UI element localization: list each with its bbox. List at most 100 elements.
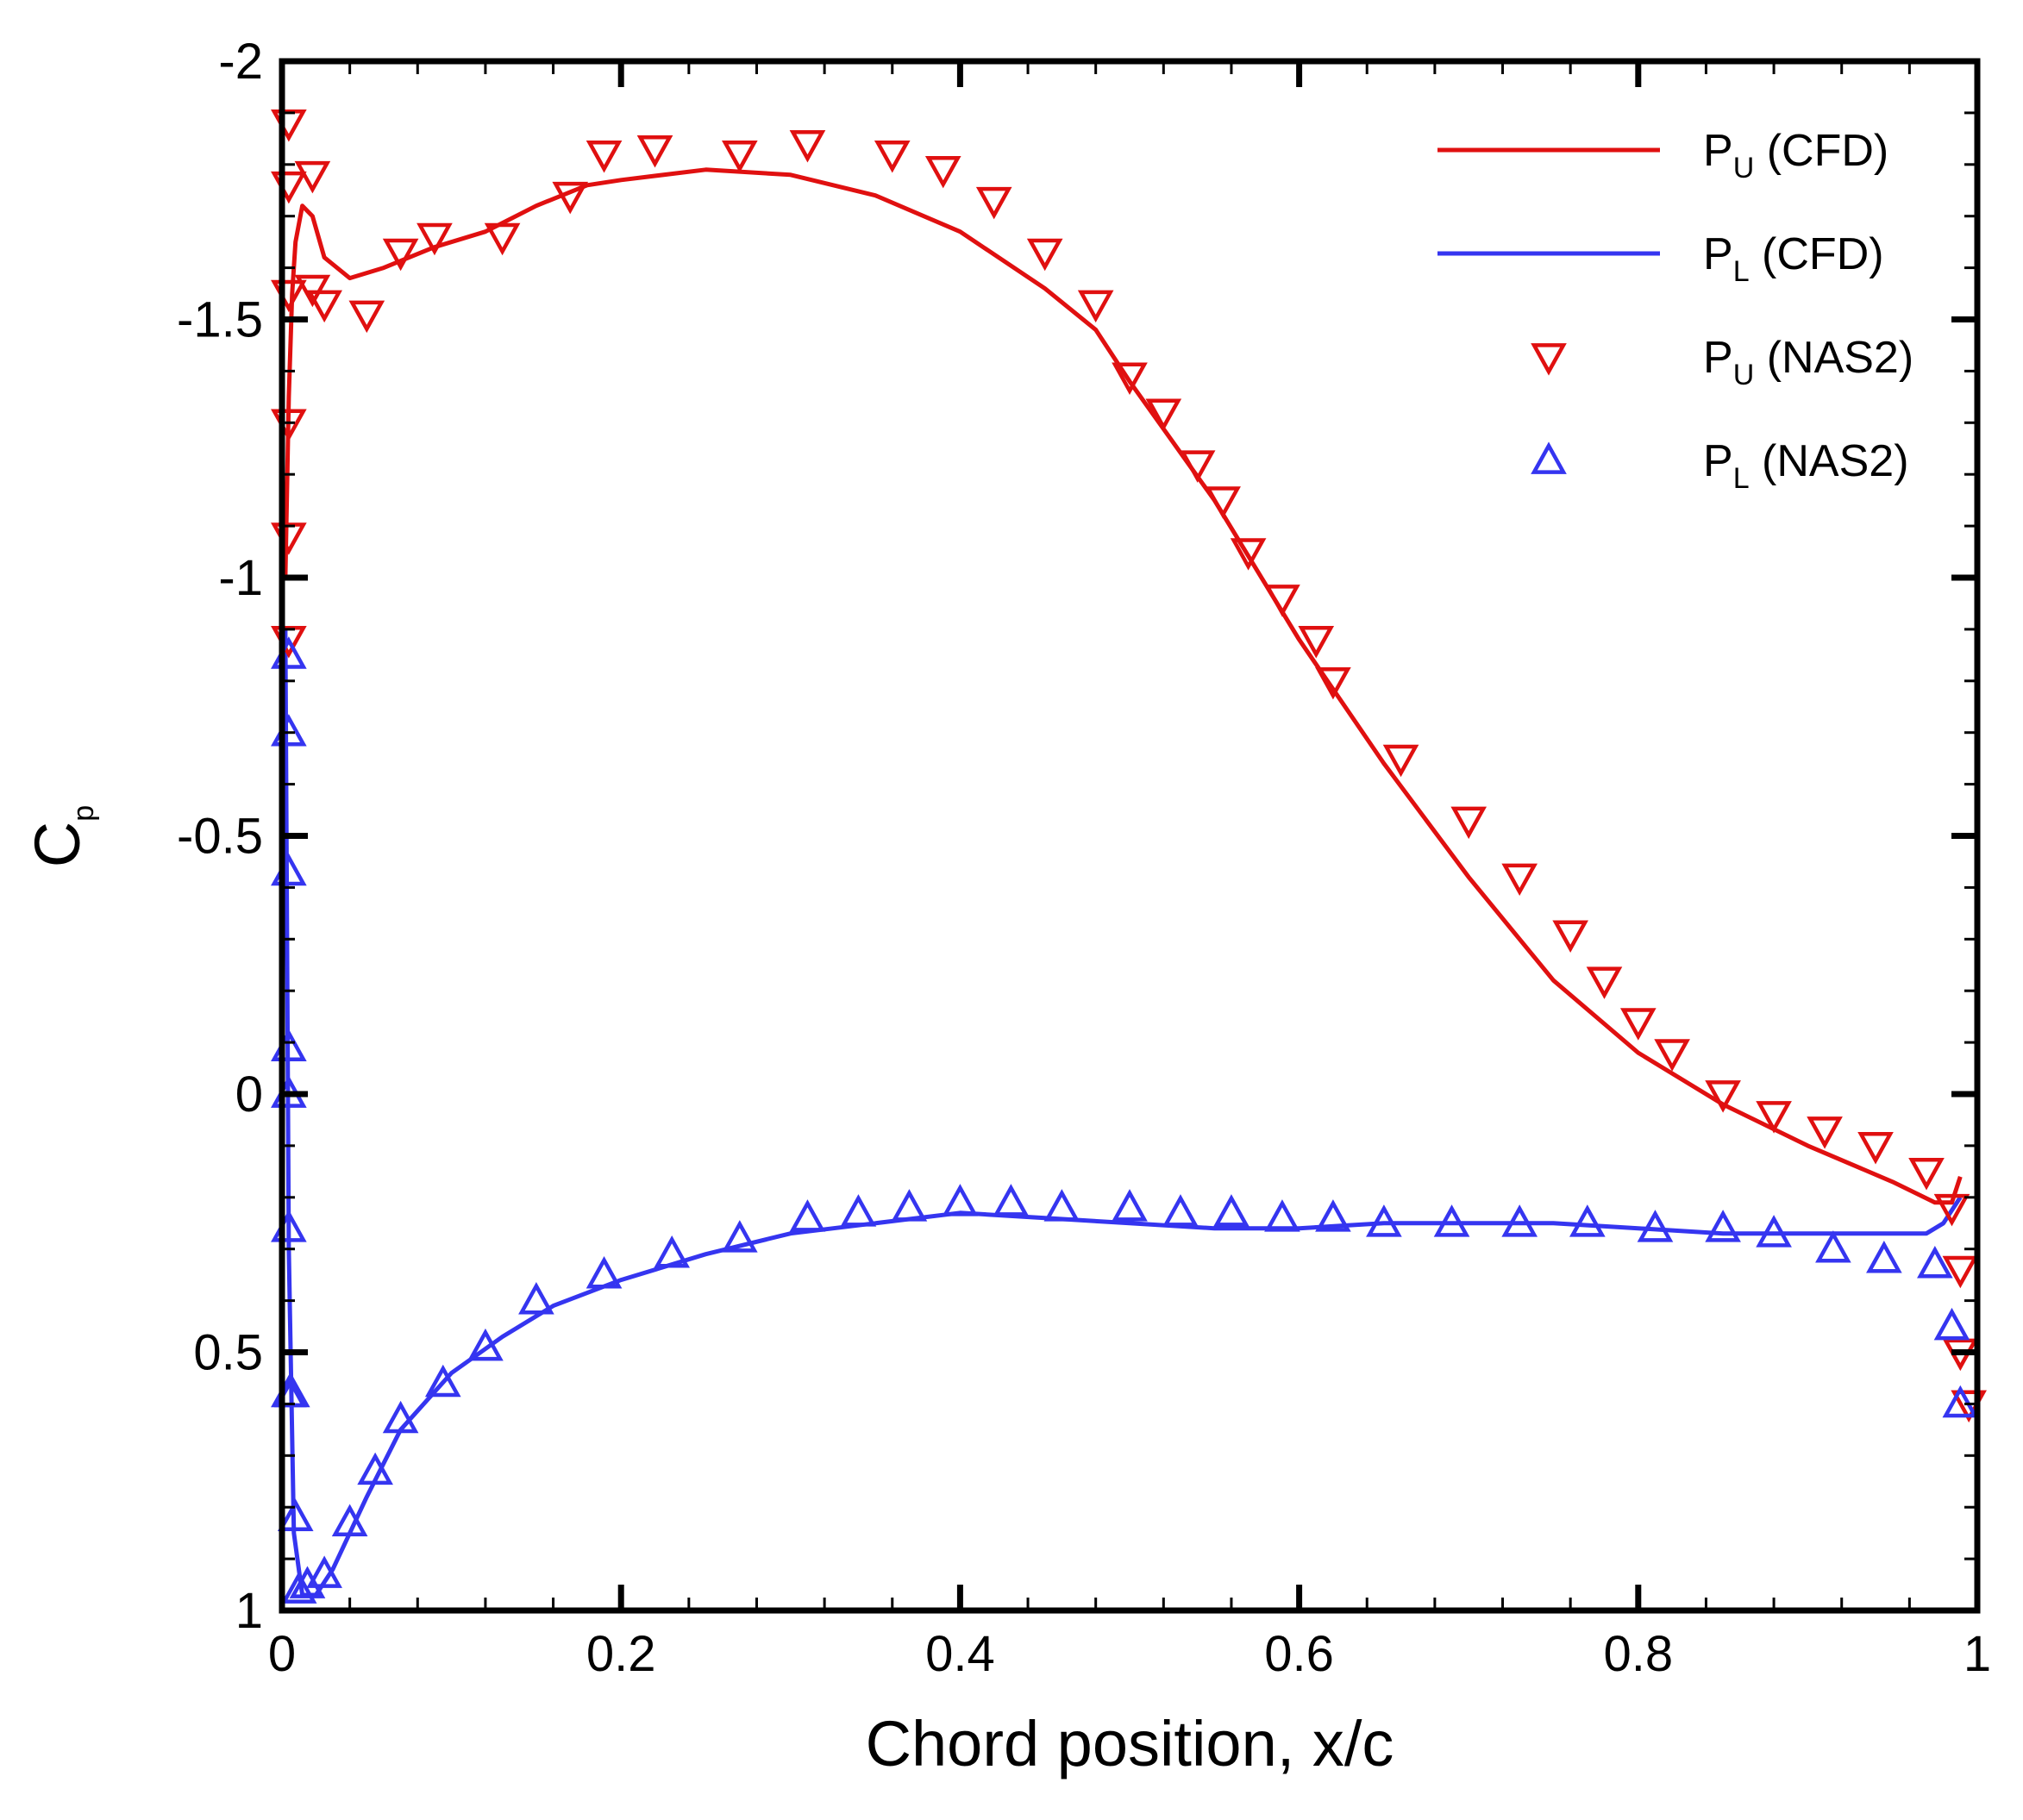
data-point-p-u-nas2 xyxy=(1619,1008,1657,1041)
data-point-p-u-nas2 xyxy=(416,222,453,256)
x-axis-title: Chord position, x/c xyxy=(866,1708,1394,1779)
data-point-p-u-nas2 xyxy=(1450,806,1488,840)
data-point-p-u-nas2 xyxy=(1705,1080,1741,1113)
legend-label-main: P xyxy=(1703,436,1733,486)
data-point-p-l-nas2 xyxy=(518,1281,554,1315)
data-point-p-u-nas2 xyxy=(721,140,758,173)
data-point-p-u-nas2 xyxy=(1382,744,1419,778)
data-point-p-l-nas2 xyxy=(586,1256,623,1289)
data-point-p-l-nas2 xyxy=(1866,1241,1902,1273)
y-tick-label: -1 xyxy=(218,550,263,606)
data-point-p-u-nas2 xyxy=(1112,362,1148,396)
data-point-p-l-nas2 xyxy=(1433,1204,1470,1237)
data-point-p-u-nas2 xyxy=(1857,1132,1894,1165)
series-layer xyxy=(271,109,1987,1604)
x-tick-label: 1 xyxy=(1964,1626,1991,1682)
data-point-p-l-nas2 xyxy=(331,1504,368,1537)
y-tick-label: 0 xyxy=(235,1066,263,1123)
legend-label-rest: (CFD) xyxy=(1754,126,1888,176)
data-point-p-l-nas2 xyxy=(993,1184,1030,1216)
y-tick-label: -1.5 xyxy=(177,292,263,348)
legend-swatch-p-u-nas2 xyxy=(1531,343,1567,376)
data-point-p-u-nas2 xyxy=(1026,238,1063,272)
x-tick-label: 0.8 xyxy=(1603,1626,1673,1682)
ticks-layer xyxy=(279,58,1981,1614)
legend-label-sub: U xyxy=(1733,359,1755,391)
data-point-p-l-nas2 xyxy=(1637,1210,1674,1242)
data-point-p-u-nas2 xyxy=(1756,1101,1792,1134)
legend-label-sub: U xyxy=(1733,152,1755,185)
tick-labels-layer: 0 0.2 0.4 0.6 0.8 1 -2 -1.5 -1 -0.5 0 0.5 1 xyxy=(177,34,1991,1682)
legend-label-p-l-cfd: PL (CFD) xyxy=(1703,229,1884,288)
data-point-p-u-nas2 xyxy=(1205,486,1241,519)
data-point-p-l-nas2 xyxy=(1569,1204,1606,1237)
data-point-p-u-nas2 xyxy=(1264,585,1300,617)
x-tick-label: 0.2 xyxy=(586,1626,656,1682)
data-point-p-u-nas2 xyxy=(1298,626,1335,659)
data-point-p-l-nas2 xyxy=(306,1555,342,1588)
data-point-p-u-nas2 xyxy=(1145,398,1182,431)
legend-label-rest: (NAS2) xyxy=(1750,436,1909,486)
data-point-p-u-nas2 xyxy=(874,140,911,173)
data-point-p-l-nas2 xyxy=(1705,1210,1741,1242)
y-tick-label: -2 xyxy=(218,34,263,90)
data-point-p-l-nas2 xyxy=(789,1199,826,1232)
series-line-p-u-cfd xyxy=(283,167,1963,1205)
data-point-p-l-nas2 xyxy=(721,1220,758,1253)
y-axis-title-main: C xyxy=(22,822,93,867)
data-point-p-u-nas2 xyxy=(586,140,623,173)
data-point-p-u-nas2 xyxy=(1942,1255,1979,1289)
data-point-p-u-nas2 xyxy=(552,181,589,215)
data-point-p-l-nas2 xyxy=(1162,1194,1199,1227)
data-point-p-u-nas2 xyxy=(924,155,961,189)
legend: PU (CFD)PL (CFD)PU (NAS2)PL (NAS2) xyxy=(1437,126,1913,495)
data-point-p-u-nas2 xyxy=(1501,863,1538,897)
data-point-p-u-nas2 xyxy=(789,129,826,163)
data-point-p-l-nas2 xyxy=(891,1189,928,1222)
legend-label-rest: (NAS2) xyxy=(1754,333,1913,383)
data-point-p-l-nas2 xyxy=(840,1194,877,1227)
data-point-p-u-nas2 xyxy=(1586,966,1623,999)
legend-label-p-u-nas2: PU (NAS2) xyxy=(1703,333,1913,391)
data-point-p-u-nas2 xyxy=(1315,666,1351,700)
data-point-p-l-nas2 xyxy=(1315,1199,1351,1232)
data-point-p-u-nas2 xyxy=(1933,1193,1970,1227)
data-point-p-l-nas2 xyxy=(1756,1215,1792,1248)
data-point-p-l-nas2 xyxy=(1366,1204,1402,1237)
data-point-p-u-nas2 xyxy=(1654,1039,1690,1072)
data-point-p-l-nas2 xyxy=(424,1364,461,1398)
y-tick-label: -0.5 xyxy=(177,809,263,865)
data-point-p-l-nas2 xyxy=(382,1400,419,1434)
data-point-p-l-nas2 xyxy=(1815,1230,1851,1263)
data-point-p-u-nas2 xyxy=(306,290,342,323)
data-point-p-l-nas2 xyxy=(942,1184,979,1216)
data-point-p-l-nas2 xyxy=(1501,1204,1538,1237)
y-axis-title-sub: p xyxy=(67,805,100,822)
legend-label-sub: L xyxy=(1733,255,1750,288)
data-point-p-l-nas2 xyxy=(467,1328,504,1361)
legend-label-main: P xyxy=(1703,333,1733,383)
data-point-p-u-nas2 xyxy=(382,238,419,272)
data-point-p-u-nas2 xyxy=(484,222,521,256)
legend-label-rest: (CFD) xyxy=(1750,229,1884,279)
data-point-p-u-nas2 xyxy=(294,160,331,194)
legend-label-p-l-nas2: PL (NAS2) xyxy=(1703,436,1909,495)
svg-text:Cp: Cp xyxy=(22,805,100,867)
data-point-p-u-nas2 xyxy=(348,300,385,334)
x-tick-label: 0 xyxy=(268,1626,296,1682)
data-point-p-l-nas2 xyxy=(357,1452,393,1485)
data-point-p-u-nas2 xyxy=(1807,1116,1843,1149)
data-point-p-l-nas2 xyxy=(1112,1189,1148,1222)
data-point-p-l-nas2 xyxy=(1213,1194,1250,1227)
data-point-p-l-nas2 xyxy=(1942,1385,1979,1418)
legend-label-p-u-cfd: PU (CFD) xyxy=(1703,126,1888,185)
data-point-p-u-nas2 xyxy=(1230,538,1267,571)
data-point-p-u-nas2 xyxy=(1552,920,1588,953)
data-point-p-l-nas2 xyxy=(1264,1199,1300,1232)
data-point-p-l-nas2 xyxy=(654,1235,691,1268)
x-tick-label: 0.4 xyxy=(925,1626,995,1682)
data-point-p-l-nas2 xyxy=(1933,1307,1970,1341)
legend-swatch-p-l-nas2 xyxy=(1531,441,1567,474)
